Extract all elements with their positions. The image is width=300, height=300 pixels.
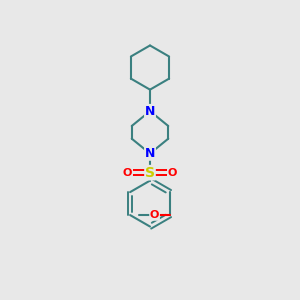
Text: O: O [168, 168, 177, 178]
Text: N: N [145, 105, 155, 118]
Text: O: O [150, 210, 159, 220]
Text: S: S [145, 166, 155, 180]
Text: O: O [123, 168, 132, 178]
Text: N: N [145, 147, 155, 160]
